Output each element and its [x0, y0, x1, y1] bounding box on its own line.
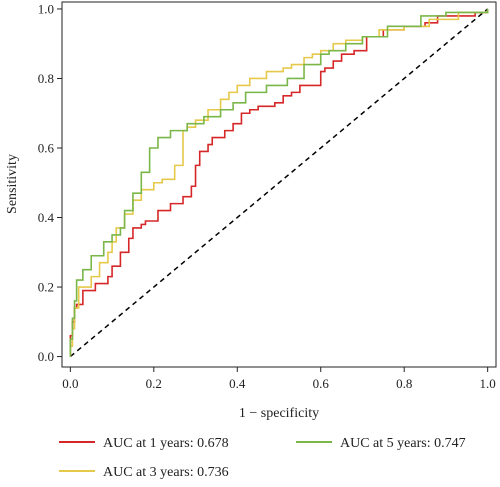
- y-tick-label: 0.6: [38, 141, 55, 156]
- y-axis-label: Sensitivity: [5, 154, 20, 214]
- y-tick-label: 0.0: [38, 349, 54, 364]
- y-axis: 0.0 0.2 0.4 0.6 0.8 1.0: [38, 1, 62, 364]
- x-tick-label: 1.0: [480, 376, 496, 391]
- x-tick-label: 0.0: [62, 376, 78, 391]
- y-tick-label: 0.8: [38, 71, 54, 86]
- x-tick-label: 0.8: [396, 376, 412, 391]
- roc-curve-3-years: [69, 8, 489, 357]
- legend: AUC at 1 years: 0.678 AUC at 3 years: 0.…: [59, 436, 466, 480]
- y-tick-label: 1.0: [38, 1, 54, 16]
- legend-label-3y: AUC at 3 years: 0.736: [103, 465, 229, 480]
- x-axis: 0.0 0.2 0.4 0.6 0.8 1.0: [62, 367, 496, 391]
- legend-label-1y: AUC at 1 years: 0.678: [103, 436, 229, 451]
- series-layer: [69, 8, 489, 357]
- roc-curve-5-years: [69, 8, 489, 357]
- x-tick-label: 0.4: [229, 376, 246, 391]
- x-tick-label: 0.2: [146, 376, 162, 391]
- plot-frame: [61, 1, 497, 368]
- roc-curve-1-year: [69, 8, 489, 357]
- y-tick-label: 0.2: [38, 280, 54, 295]
- legend-label-5y: AUC at 5 years: 0.747: [340, 436, 466, 451]
- reference-diagonal: [69, 8, 489, 358]
- y-tick-label: 0.4: [38, 210, 55, 225]
- x-axis-label: 1 − specificity: [239, 406, 319, 421]
- x-tick-label: 0.6: [313, 376, 330, 391]
